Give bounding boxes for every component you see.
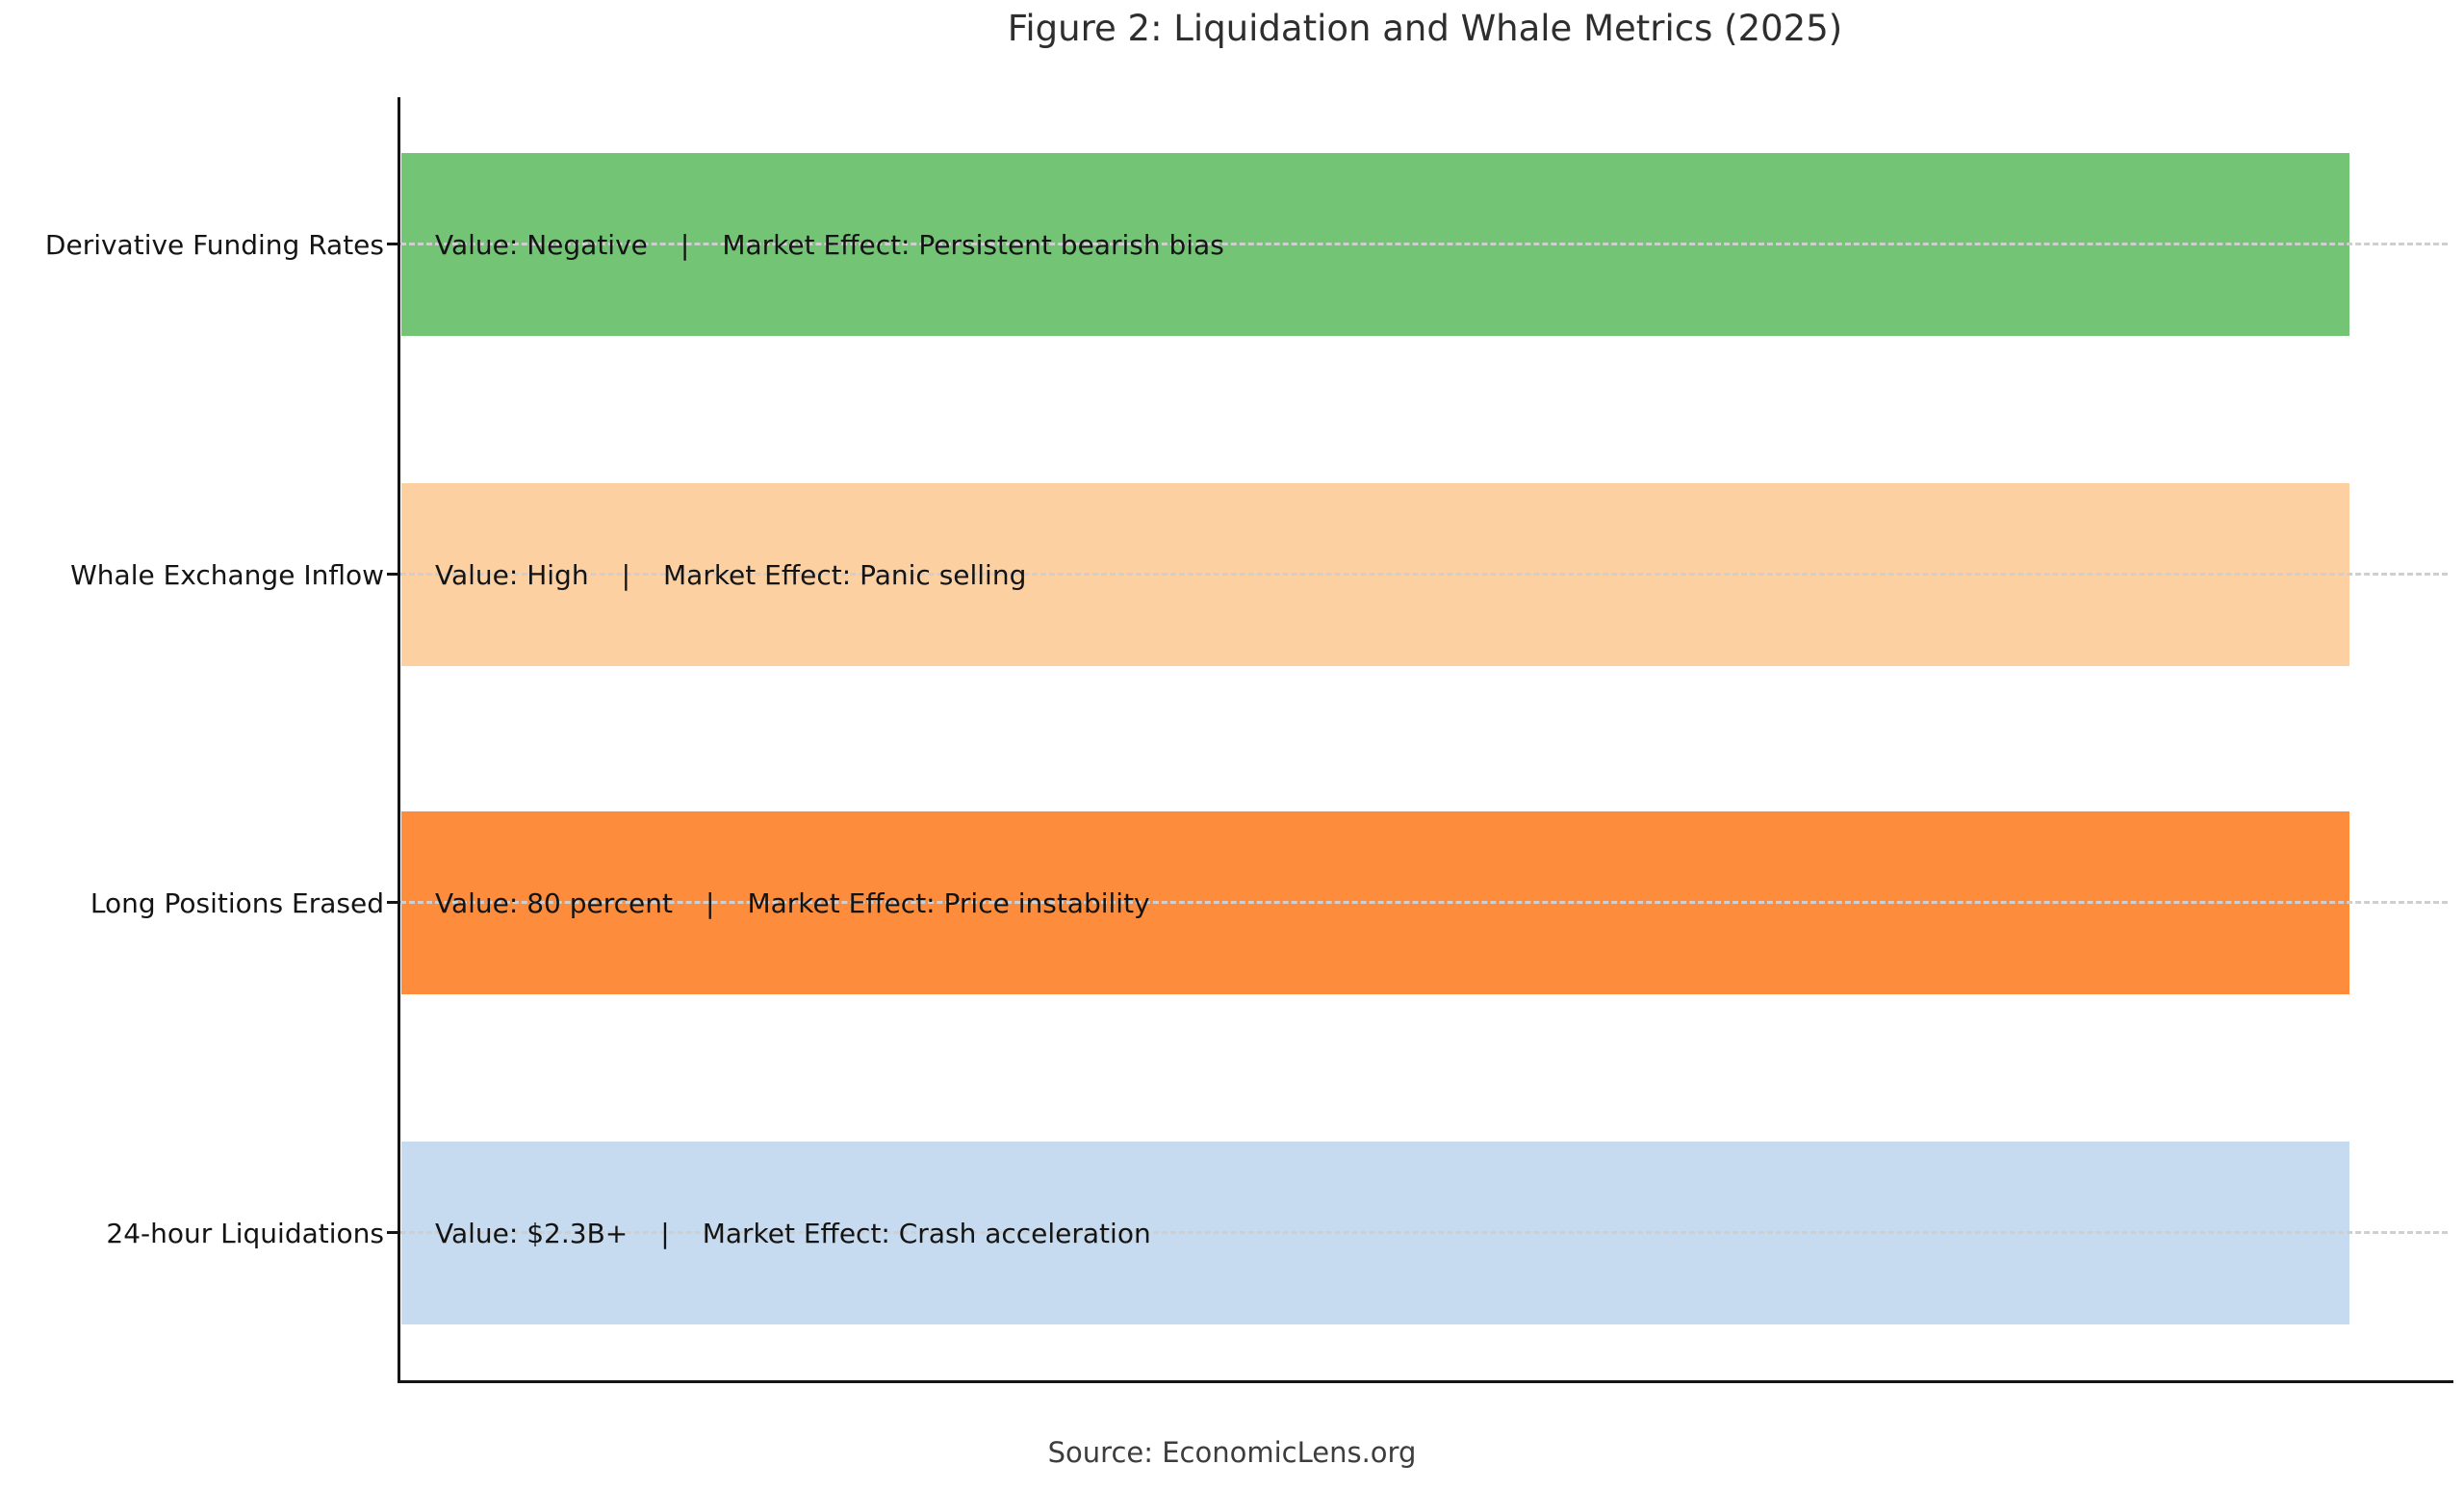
bar-effect-text: Market Effect: Persistent bearish bias: [722, 228, 1224, 261]
bar-annotation: Value: $2.3B+ | Market Effect: Crash acc…: [435, 1142, 1151, 1324]
y-tick-label: Whale Exchange Inflow: [70, 558, 384, 591]
y-tick-mark: [387, 573, 398, 576]
bar-value-text: Value: High: [435, 558, 589, 591]
gridline: [400, 901, 2448, 904]
gridline: [400, 573, 2448, 576]
y-tick-label: 24-hour Liquidations: [106, 1217, 384, 1249]
separator: |: [706, 886, 715, 919]
bar-value-text: Value: Negative: [435, 228, 648, 261]
bar-effect-text: Market Effect: Price instability: [747, 886, 1150, 919]
y-tick-label: Long Positions Erased: [90, 886, 384, 919]
x-axis-line: [398, 1380, 2453, 1383]
bar-effect-text: Market Effect: Panic selling: [663, 558, 1027, 591]
y-tick-label: Derivative Funding Rates: [44, 228, 384, 261]
bar-annotation: Value: Negative | Market Effect: Persist…: [435, 153, 1224, 336]
gridline: [400, 243, 2448, 245]
y-axis-line: [398, 97, 400, 1383]
source-caption: Source: EconomicLens.org: [1047, 1436, 1417, 1469]
y-tick-mark: [387, 243, 398, 245]
y-tick-mark: [387, 1231, 398, 1234]
bar-value-text: Value: $2.3B+: [435, 1217, 629, 1249]
separator: |: [660, 1217, 670, 1249]
y-tick-mark: [387, 901, 398, 904]
bar-effect-text: Market Effect: Crash acceleration: [702, 1217, 1151, 1249]
bar-value-text: Value: 80 percent: [435, 886, 673, 919]
chart-title: Figure 2: Liquidation and Whale Metrics …: [1007, 8, 1843, 49]
gridline: [400, 1231, 2448, 1234]
separator: |: [621, 558, 631, 591]
bar-annotation: Value: High | Market Effect: Panic selli…: [435, 483, 1026, 666]
bar-annotation: Value: 80 percent | Market Effect: Price…: [435, 811, 1150, 994]
separator: |: [680, 228, 690, 261]
